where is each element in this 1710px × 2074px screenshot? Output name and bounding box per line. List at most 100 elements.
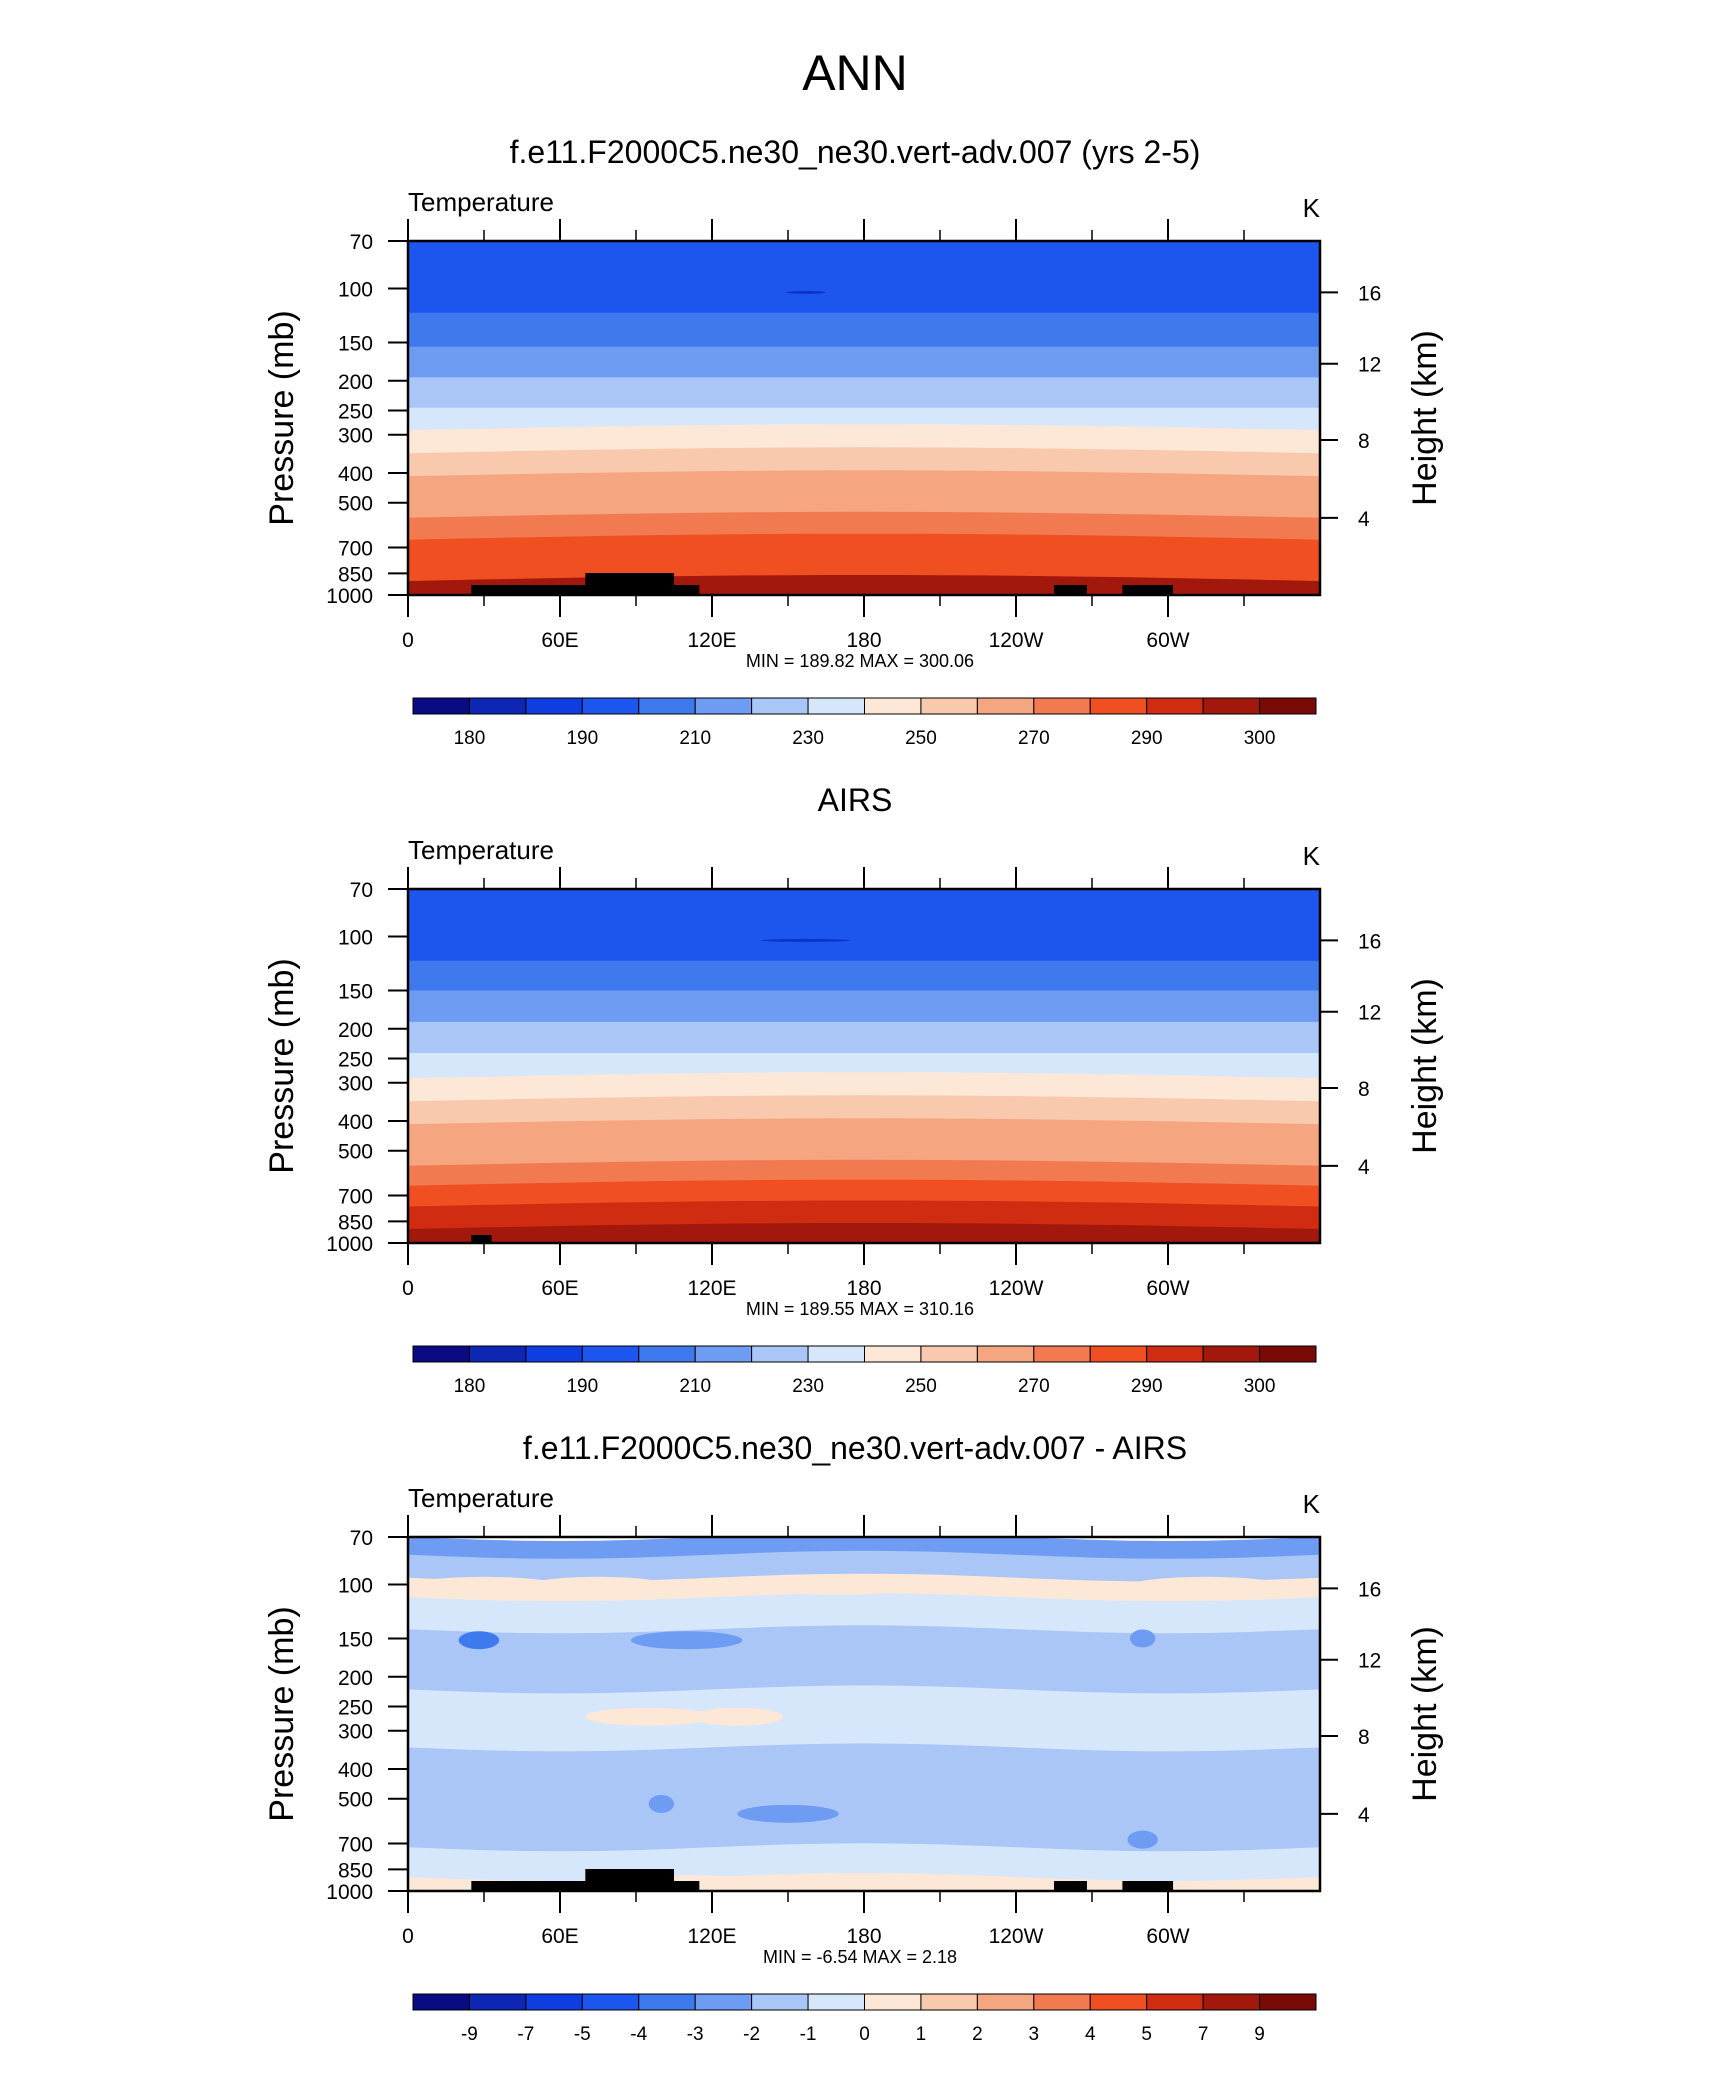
colorbar-box: [412, 1345, 470, 1363]
terrain-block: [471, 1881, 598, 1891]
colorbar-label: 4: [1085, 2024, 1096, 2045]
contour-line: [760, 938, 851, 942]
colorbar-box: [694, 1993, 753, 2011]
contour-band: [408, 960, 1320, 992]
y-right-tick-label: 16: [1358, 282, 1381, 305]
colorbar-box: [751, 697, 809, 715]
y-tick-label: 200: [338, 1019, 373, 1042]
contour-band: [408, 1179, 1320, 1208]
contour-blob: [1130, 1576, 1282, 1595]
x-tick-label: 60E: [541, 1277, 578, 1300]
colorbar-label: 210: [679, 1376, 711, 1397]
colorbar-box: [581, 697, 640, 715]
colorbar-box: [694, 1345, 753, 1363]
y-right-tick-label: 4: [1358, 508, 1370, 531]
y-right-tick-label: 4: [1358, 1156, 1370, 1179]
y-tick-label: 100: [338, 1574, 373, 1597]
terrain-block: [585, 573, 674, 595]
y-tick-label: 250: [338, 1696, 373, 1719]
colorbar-label: 1: [916, 2024, 927, 2045]
colorbar-label: 290: [1131, 1376, 1163, 1397]
colorbar-box: [1259, 697, 1317, 715]
y-tick-label: 200: [338, 371, 373, 394]
contour-line: [785, 290, 826, 294]
colorbar-label: -9: [461, 2024, 478, 2045]
y-tick-label: 500: [338, 1789, 373, 1812]
colorbar-box: [807, 697, 865, 715]
y-tick-label: 1000: [326, 1233, 373, 1256]
contour-fill: [408, 241, 1320, 595]
colorbar-label: 230: [792, 1376, 824, 1397]
y-tick-label: 400: [338, 1759, 373, 1782]
units-label: K: [1303, 193, 1321, 223]
colorbar-label: -5: [574, 2024, 591, 2045]
colorbar-box: [1259, 1345, 1317, 1363]
colorbar-box: [581, 1993, 640, 2011]
contour-band: [408, 1053, 1320, 1080]
colorbar-box: [807, 1345, 865, 1363]
contour-band: [408, 424, 1320, 455]
colorbar-label: 2: [972, 2024, 983, 2045]
contour-blob: [1130, 1629, 1156, 1648]
contour-blob: [757, 1576, 920, 1595]
y-right-axis-label: Height (km): [1406, 1626, 1444, 1802]
contour-band: [408, 1223, 1320, 1243]
panel-title: f.e11.F2000C5.ne30_ne30.vert-adv.007 (yr…: [510, 134, 1201, 170]
contour-band: [408, 511, 1320, 541]
contour-blob: [527, 1576, 669, 1595]
y-tick-label: 850: [338, 563, 373, 586]
colorbar-box: [638, 1993, 696, 2011]
colorbar-label: 290: [1131, 728, 1163, 749]
colorbar-box: [1089, 1993, 1148, 2011]
y-tick-label: 250: [338, 1048, 373, 1071]
y-tick-label: 70: [350, 1527, 373, 1550]
panel-1: f.e11.F2000C5.ne30_ne30.vert-adv.007 (yr…: [263, 134, 1444, 749]
y-tick-label: 250: [338, 400, 373, 423]
x-tick-label: 60W: [1146, 629, 1189, 652]
y-right-axis-label: Height (km): [1406, 330, 1444, 506]
y-tick-label: 70: [350, 879, 373, 902]
x-tick-label: 0: [402, 1277, 414, 1300]
x-tick-label: 120W: [989, 1277, 1044, 1300]
colorbar-label: 210: [679, 728, 711, 749]
minmax-text: MIN = 189.55 MAX = 310.16: [746, 1299, 974, 1319]
y-right-tick-label: 16: [1358, 1578, 1381, 1601]
contour-band: [408, 1072, 1320, 1103]
colorbar-box: [525, 1345, 583, 1363]
terrain-block: [1122, 585, 1174, 595]
colorbar-box: [976, 697, 1035, 715]
colorbar-label: -7: [517, 2024, 534, 2045]
contour-band: [408, 312, 1320, 348]
x-tick-label: 0: [402, 629, 414, 652]
contour-band: [408, 1118, 1320, 1147]
y-tick-label: 150: [338, 332, 373, 355]
colorbar-box: [920, 1345, 978, 1363]
y-right-tick-label: 16: [1358, 930, 1381, 953]
colorbar-box: [468, 1993, 527, 2011]
contour-band: [408, 346, 1320, 379]
colorbar-label: 270: [1018, 728, 1050, 749]
colorbar-box: [751, 1993, 809, 2011]
colorbar-label: 7: [1198, 2024, 1209, 2045]
y-tick-label: 500: [338, 1141, 373, 1164]
contour-band: [408, 889, 1320, 962]
colorbar-label: 5: [1141, 2024, 1152, 2045]
terrain-block: [671, 1881, 700, 1891]
contour-band: [408, 990, 1320, 1023]
y-axis-label: Pressure (mb): [263, 310, 301, 525]
y-tick-label: 100: [338, 926, 373, 949]
minmax-text: MIN = 189.82 MAX = 300.06: [746, 651, 974, 671]
y-tick-label: 100: [338, 278, 373, 301]
colorbar: 180 190 210 230 250 270 290 300: [412, 697, 1317, 749]
x-tick-label: 180: [846, 1277, 881, 1300]
colorbar-label: 300: [1244, 728, 1276, 749]
y-axis-label: Pressure (mb): [263, 958, 301, 1173]
colorbar-box: [1202, 1345, 1261, 1363]
colorbar-box: [694, 697, 753, 715]
y-right-tick-label: 8: [1358, 430, 1370, 453]
colorbar-box: [638, 1345, 696, 1363]
colorbar-label: 9: [1254, 2024, 1265, 2045]
colorbar: -9 -7 -5 -4 -3 -2 -1 0 1 2 3 4 5 7 9: [412, 1993, 1317, 2045]
terrain-block: [585, 1869, 674, 1891]
